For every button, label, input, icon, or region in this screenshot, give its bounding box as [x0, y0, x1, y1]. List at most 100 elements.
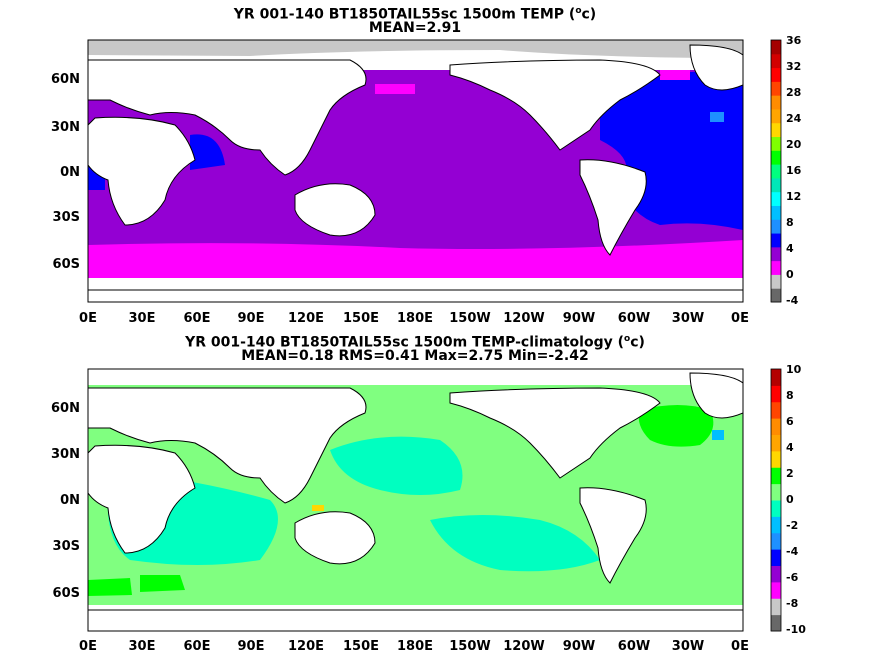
panel2-landmasses	[88, 372, 743, 631]
panel1-colorbar-segment	[771, 246, 781, 262]
panel2-colorbar-segment	[771, 483, 781, 501]
p2-lat-30n: 30N	[51, 447, 80, 462]
p2-lon-7: 150W	[449, 639, 490, 654]
p2-lat-0n: 0N	[60, 493, 80, 508]
panel2-colorbar-segment	[771, 467, 781, 485]
panel2-colorbar-segment	[771, 500, 781, 517]
panel1-colorbar-segment	[771, 177, 781, 193]
panel2-title-text: YR 001-140 BT1850TAIL55sc 1500m TEMP-cli…	[185, 334, 624, 351]
p2-cbar-label-7: -4	[786, 545, 799, 558]
p2-lon-3: 90E	[238, 639, 265, 654]
panel2-title: YR 001-140 BT1850TAIL55sc 1500m TEMP-cli…	[0, 331, 830, 351]
p2-cbar-label-8: -6	[786, 571, 799, 584]
p2-lon-0: 0E	[79, 639, 97, 654]
panel2-map	[88, 369, 743, 631]
p1-cbar-label-1: 32	[786, 60, 801, 73]
panel1-title-unit: c)	[581, 6, 597, 23]
panel2-colorbar-segment	[771, 549, 781, 566]
panel1-colorbar-segment	[771, 191, 781, 206]
panel1-colorbar-segment	[771, 122, 781, 138]
p1-lon-11: 30W	[672, 311, 704, 326]
p1-lon-4: 120E	[288, 311, 324, 326]
panel1-title-text: YR 001-140 BT1850TAIL55sc 1500m TEMP (	[233, 6, 576, 23]
panel2-frame	[87, 368, 744, 632]
panel1-map	[88, 40, 743, 302]
panel1-colorbar-segment	[771, 164, 781, 179]
panel2-colorbar-segment	[771, 614, 781, 632]
p1-lon-7: 150W	[449, 311, 490, 326]
p1-cbar-label-9: 0	[786, 268, 794, 281]
panel1-colorbar-segment	[771, 95, 781, 110]
panel1-colorbar-segment	[771, 205, 781, 220]
p1-lon-10: 60W	[618, 311, 650, 326]
p1-lon-5: 150E	[343, 311, 379, 326]
panel1-colorbar-segment	[771, 288, 781, 303]
p2-lon-1: 30E	[129, 639, 156, 654]
p2-lon-2: 60E	[184, 639, 211, 654]
panel1-colorbar-segment	[771, 81, 781, 96]
p2-cbar-label-3: 4	[786, 441, 794, 454]
p1-lon-2: 60E	[184, 311, 211, 326]
p1-lat-30n: 30N	[51, 120, 80, 135]
p2-cbar-label-1: 8	[786, 389, 794, 402]
p1-cbar-label-10: -4	[786, 294, 799, 307]
p1-lon-9: 90W	[563, 311, 595, 326]
p2-lon-10: 60W	[618, 639, 650, 654]
p2-cbar-label-6: -2	[786, 519, 798, 532]
panel1-colorbar-segment	[771, 108, 781, 124]
panel2-colorbar-frame	[770, 368, 782, 632]
p2-lat-60n: 60N	[51, 401, 80, 416]
p2-lon-8: 120W	[503, 639, 544, 654]
p1-lon-12: 0E	[731, 311, 749, 326]
p1-cbar-label-0: 36	[786, 34, 802, 47]
panel1-colorbar-segment	[771, 260, 781, 275]
p1-lon-3: 90E	[238, 311, 265, 326]
panel1-colorbar-segment	[771, 136, 781, 151]
panel2-natlantic-green	[638, 405, 714, 447]
panel2-colorbar-segment	[771, 385, 781, 403]
panel2-colorbar-segment	[771, 598, 781, 616]
p2-lat-60s: 60S	[53, 586, 80, 601]
p2-cbar-label-9: -8	[786, 597, 798, 610]
p1-lon-6: 180E	[397, 311, 433, 326]
panel1-colorbar-segment	[771, 219, 781, 234]
p2-cbar-label-2: 6	[786, 415, 794, 428]
panel2-colorbar-segment	[771, 565, 781, 583]
p1-cbar-label-4: 20	[786, 138, 802, 151]
p2-cbar-label-0: 10	[786, 363, 802, 376]
panel1-colorbar-frame	[770, 39, 782, 303]
panel1-lat-axis: 60N 30N 0N 30S 60S	[51, 72, 80, 272]
panel2-yellow-patch	[312, 505, 324, 511]
p1-lat-60n: 60N	[51, 72, 80, 87]
panel1-title-degree: o	[575, 6, 582, 16]
panel2-colorbar-segment	[771, 581, 781, 599]
p1-lon-0: 0E	[79, 311, 97, 326]
p2-lon-6: 180E	[397, 639, 433, 654]
panel2-colorbar-segment	[771, 434, 781, 452]
p2-lon-11: 30W	[672, 639, 704, 654]
panel1-frame	[87, 39, 744, 303]
p2-lon-12: 0E	[731, 639, 749, 654]
panel1-colorbar-segment	[771, 40, 781, 55]
p2-lat-30s: 30S	[53, 539, 80, 554]
panel2-subtitle: MEAN=0.18 RMS=0.41 Max=2.75 Min=-2.42	[241, 348, 589, 364]
panel1-colorbar-segment	[771, 150, 781, 165]
p1-lat-0n: 0N	[60, 165, 80, 180]
panel2-colorbar	[770, 368, 782, 632]
p1-lon-8: 120W	[503, 311, 544, 326]
panel2-title-degree: o	[624, 334, 631, 344]
p2-cbar-label-4: 2	[786, 467, 794, 480]
p1-cbar-label-3: 24	[786, 112, 802, 125]
panel1-subtitle: MEAN=2.91	[368, 20, 462, 36]
panel2-colorbar-segment	[771, 418, 781, 435]
panel2-colorbar-labels: 10 8 6 4 2 0 -2 -4 -6 -8 -10	[786, 363, 806, 636]
p2-lon-5: 150E	[343, 639, 379, 654]
panel2-lat-axis: 60N 30N 0N 30S 60S	[51, 401, 80, 601]
panel1-southern-magenta	[88, 240, 743, 285]
p1-cbar-label-2: 28	[786, 86, 801, 99]
panel2-colorbar-segment	[771, 369, 781, 386]
panel1-landmasses	[88, 44, 743, 302]
p1-cbar-label-8: 4	[786, 242, 794, 255]
p1-cbar-label-6: 12	[786, 190, 801, 203]
